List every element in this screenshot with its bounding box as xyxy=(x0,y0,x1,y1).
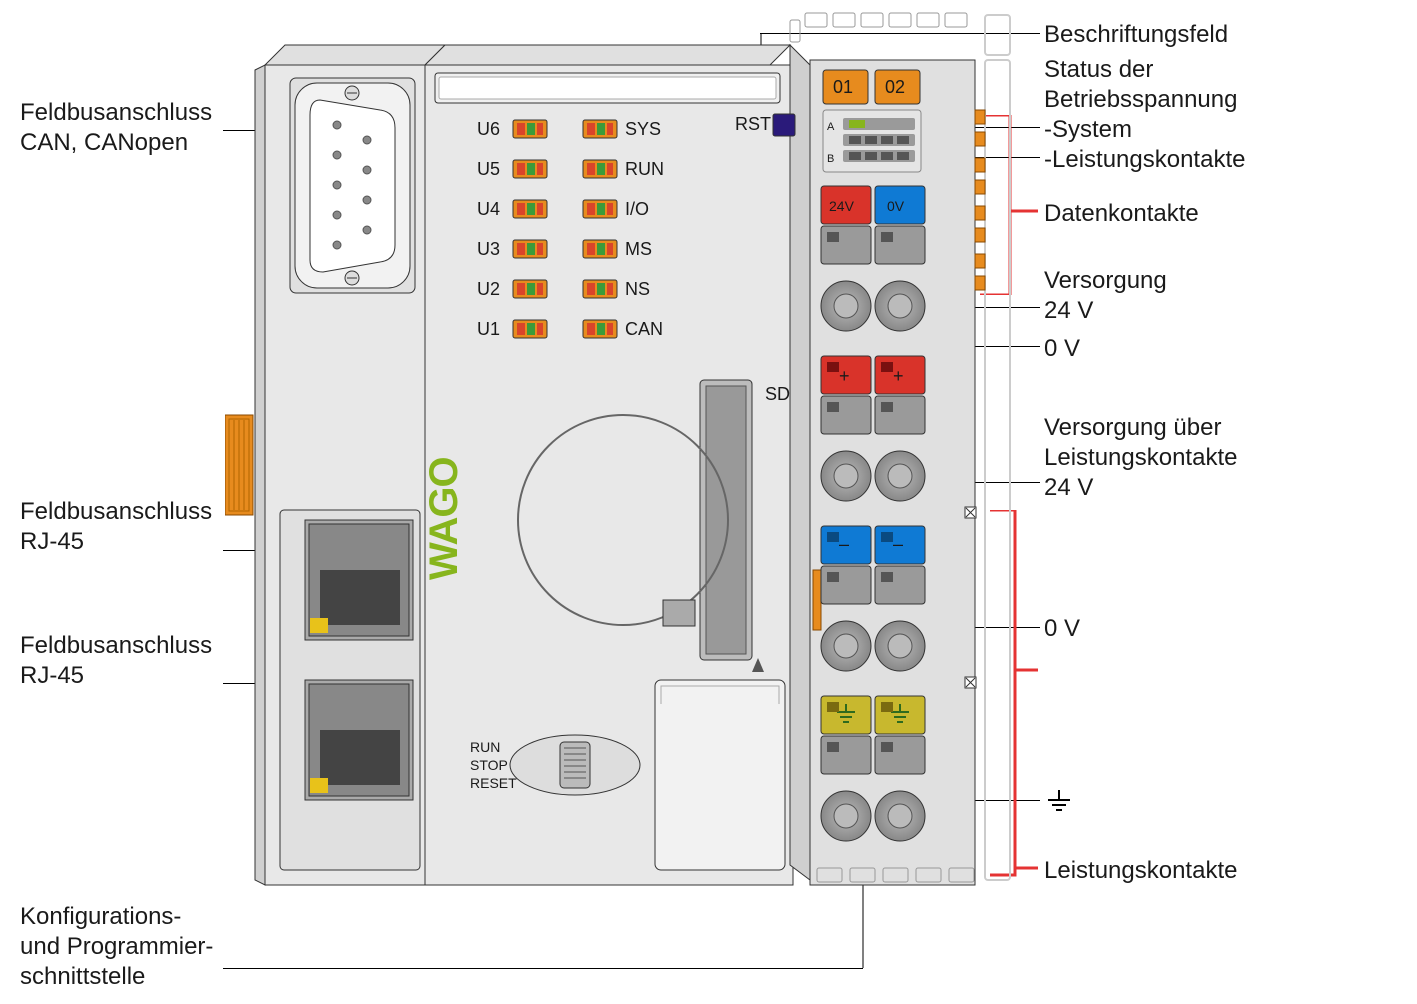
ground-icon xyxy=(1044,790,1074,818)
label-vleist: Versorgung über Leistungskontakte 24 V xyxy=(1044,413,1237,503)
label-beschr: Beschriftungsfeld xyxy=(1044,20,1228,50)
label-v0a: 0 V xyxy=(1044,334,1080,364)
svg-text:U5: U5 xyxy=(477,159,500,179)
svg-text:–: – xyxy=(893,534,903,554)
svg-text:CAN: CAN xyxy=(625,319,663,339)
svg-text:STOP: STOP xyxy=(470,757,508,773)
rst-button xyxy=(773,114,795,136)
svg-text:24V: 24V xyxy=(829,198,855,214)
svg-text:U1: U1 xyxy=(477,319,500,339)
svg-text:02: 02 xyxy=(885,77,905,97)
service-flap xyxy=(655,680,785,870)
bus-contacts xyxy=(975,110,985,290)
label-status: Status der Betriebsspannung xyxy=(1044,55,1237,115)
svg-text:U3: U3 xyxy=(477,239,500,259)
label-system: -System xyxy=(1044,115,1132,145)
svg-text:B: B xyxy=(827,153,834,165)
label-can: Feldbusanschluss CAN, CANopen xyxy=(20,98,212,158)
svg-text:WAGO: WAGO xyxy=(422,457,466,580)
svg-text:RUN: RUN xyxy=(470,739,500,755)
device-drawing: X4 CAN ETH ACT X1 LNK ACT X2 LNK U6SYSU5… xyxy=(225,10,1015,910)
svg-text:U4: U4 xyxy=(477,199,500,219)
svg-text:NS: NS xyxy=(625,279,650,299)
svg-text:RESET: RESET xyxy=(470,775,517,791)
label-v24a: Versorgung 24 V xyxy=(1044,266,1167,326)
label-leistk: Leistungskontakte xyxy=(1044,856,1237,886)
svg-text:+: + xyxy=(893,366,904,386)
svg-text:01: 01 xyxy=(833,77,853,97)
svg-text:U2: U2 xyxy=(477,279,500,299)
svg-text:RST: RST xyxy=(735,114,771,134)
label-rj45b: Feldbusanschluss RJ-45 xyxy=(20,631,212,691)
rj45-port-2 xyxy=(305,680,413,800)
svg-text:0V: 0V xyxy=(887,198,905,214)
label-daten: Datenkontakte xyxy=(1044,199,1199,229)
svg-text:–: – xyxy=(839,534,849,554)
rj45-port-1 xyxy=(305,520,413,640)
svg-text:+: + xyxy=(839,366,850,386)
svg-text:A: A xyxy=(827,121,835,133)
svg-text:MS: MS xyxy=(625,239,652,259)
svg-text:I/O: I/O xyxy=(625,199,649,219)
brand-logo: WAGO xyxy=(422,457,466,580)
label-v0b: 0 V xyxy=(1044,614,1080,644)
svg-text:U6: U6 xyxy=(477,119,500,139)
mode-switch: RUN STOP RESET xyxy=(470,735,640,795)
svg-text:RUN: RUN xyxy=(625,159,664,179)
label-config: Konfigurations- und Programmier- schnitt… xyxy=(20,902,213,992)
svg-text:SD: SD xyxy=(765,384,790,404)
label-leist: -Leistungskontakte xyxy=(1044,145,1245,175)
svg-text:SYS: SYS xyxy=(625,119,661,139)
label-rj45a: Feldbusanschluss RJ-45 xyxy=(20,497,212,557)
